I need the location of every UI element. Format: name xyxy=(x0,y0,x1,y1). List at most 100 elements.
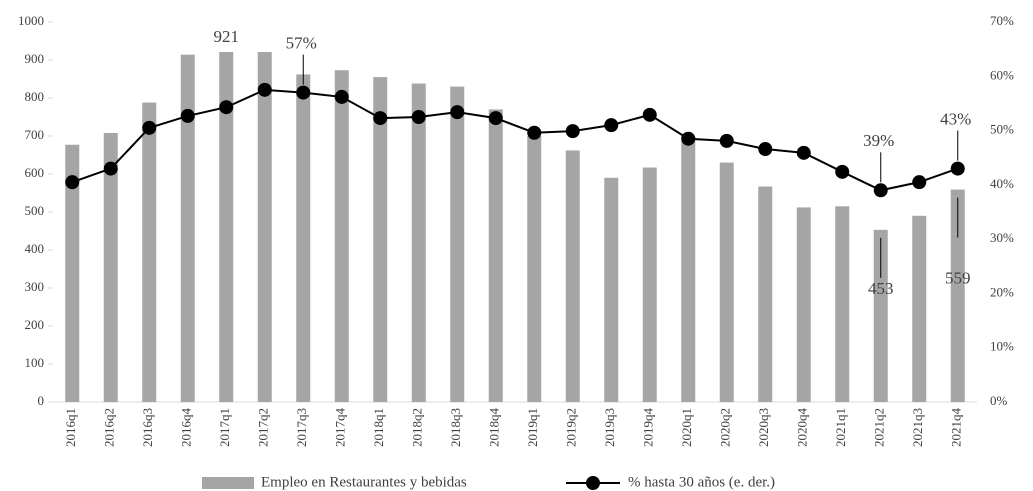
bar xyxy=(450,86,465,402)
line-point xyxy=(565,124,580,139)
line-point xyxy=(296,85,311,100)
y-tick-label: 100 xyxy=(25,355,45,370)
y2-tick-label: 20% xyxy=(990,284,1014,299)
x-tick-label: 2019q2 xyxy=(564,408,579,447)
bar xyxy=(796,207,811,402)
legend-marker xyxy=(586,476,600,490)
y-tick-label: 500 xyxy=(25,203,45,218)
line-point xyxy=(912,175,927,190)
bar xyxy=(219,52,234,403)
x-tick-label: 2016q1 xyxy=(63,408,78,447)
bar xyxy=(719,162,734,402)
x-tick-label: 2018q1 xyxy=(371,408,386,447)
bar xyxy=(142,102,157,402)
line-point xyxy=(219,100,234,115)
bar xyxy=(373,77,388,402)
y-tick-label: 900 xyxy=(25,51,45,66)
line-point xyxy=(103,161,118,176)
y-tick-label: 400 xyxy=(25,241,45,256)
x-tick-label: 2020q1 xyxy=(679,408,694,447)
x-tick-label: 2021q2 xyxy=(872,408,887,447)
y2-tick-label: 70% xyxy=(990,13,1014,28)
y2-tick-label: 40% xyxy=(990,176,1014,191)
line-point xyxy=(835,164,850,179)
line-point xyxy=(527,125,542,140)
line-point xyxy=(334,89,349,104)
x-tick-label: 2017q3 xyxy=(294,408,309,447)
line-point xyxy=(796,145,811,160)
bar xyxy=(835,206,850,402)
bar xyxy=(681,136,696,402)
y2-tick-label: 10% xyxy=(990,339,1014,354)
line-point xyxy=(604,118,619,133)
legend-label: Empleo en Restaurantes y bebidas xyxy=(261,474,467,490)
line-point xyxy=(681,131,696,146)
bar xyxy=(527,136,542,402)
x-tick-label: 2020q2 xyxy=(718,408,733,447)
bar xyxy=(411,83,426,402)
bar xyxy=(642,167,657,402)
bar xyxy=(488,109,503,403)
bar xyxy=(950,189,965,402)
x-tick-label: 2017q1 xyxy=(217,408,232,447)
x-tick-label: 2019q3 xyxy=(602,408,617,447)
x-tick-label: 2016q3 xyxy=(140,408,155,447)
bar xyxy=(565,150,580,402)
line-point xyxy=(180,108,195,123)
legend-swatch xyxy=(202,477,254,489)
x-tick-label: 2019q4 xyxy=(641,408,656,448)
y2-tick-label: 50% xyxy=(990,122,1014,137)
data-label: 43% xyxy=(940,109,971,128)
x-tick-label: 2016q4 xyxy=(179,408,194,448)
x-tick-label: 2018q2 xyxy=(410,408,425,447)
x-tick-label: 2016q2 xyxy=(102,408,117,447)
x-tick-label: 2018q3 xyxy=(448,408,463,447)
bar xyxy=(180,54,195,403)
bar xyxy=(334,70,349,402)
line-point xyxy=(488,111,503,126)
bar xyxy=(296,74,311,402)
line-point xyxy=(142,120,157,135)
bar xyxy=(604,177,619,402)
data-label: 39% xyxy=(863,131,894,150)
x-tick-label: 2020q3 xyxy=(756,408,771,447)
y2-tick-label: 60% xyxy=(990,67,1014,82)
data-label: 453 xyxy=(868,279,894,298)
line-point xyxy=(257,82,272,97)
bar xyxy=(873,229,888,402)
data-label: 57% xyxy=(286,33,317,52)
bar xyxy=(65,144,80,403)
line-point xyxy=(373,111,388,126)
y-tick-label: 300 xyxy=(25,279,45,294)
y-tick-label: 1000 xyxy=(18,13,44,28)
line xyxy=(71,88,959,192)
y-tick-label: 0 xyxy=(38,393,45,408)
y-tick-label: 700 xyxy=(25,127,45,142)
line-point xyxy=(642,107,657,122)
line-point xyxy=(411,110,426,124)
x-tick-label: 2021q1 xyxy=(833,408,848,447)
bar xyxy=(103,132,118,402)
y2-tick-label: 0% xyxy=(990,393,1008,408)
bar xyxy=(758,186,773,402)
line-point xyxy=(758,142,773,157)
line-point xyxy=(873,183,888,198)
x-tick-label: 2019q1 xyxy=(525,408,540,447)
x-tick-label: 2021q3 xyxy=(910,408,925,447)
line-point xyxy=(950,161,965,176)
x-tick-label: 2021q4 xyxy=(949,408,964,448)
bar xyxy=(912,215,927,402)
bar xyxy=(257,52,272,403)
y2-tick-label: 30% xyxy=(990,230,1014,245)
y-tick-label: 200 xyxy=(25,317,45,332)
y-tick-label: 600 xyxy=(25,165,45,180)
line-point xyxy=(719,133,734,148)
x-tick-label: 2017q2 xyxy=(256,408,271,447)
data-label: 921 xyxy=(214,27,240,46)
x-tick-label: 2020q4 xyxy=(795,408,810,448)
x-tick-label: 2017q4 xyxy=(333,408,348,448)
y-tick-label: 800 xyxy=(25,89,45,104)
line-point xyxy=(450,105,465,120)
